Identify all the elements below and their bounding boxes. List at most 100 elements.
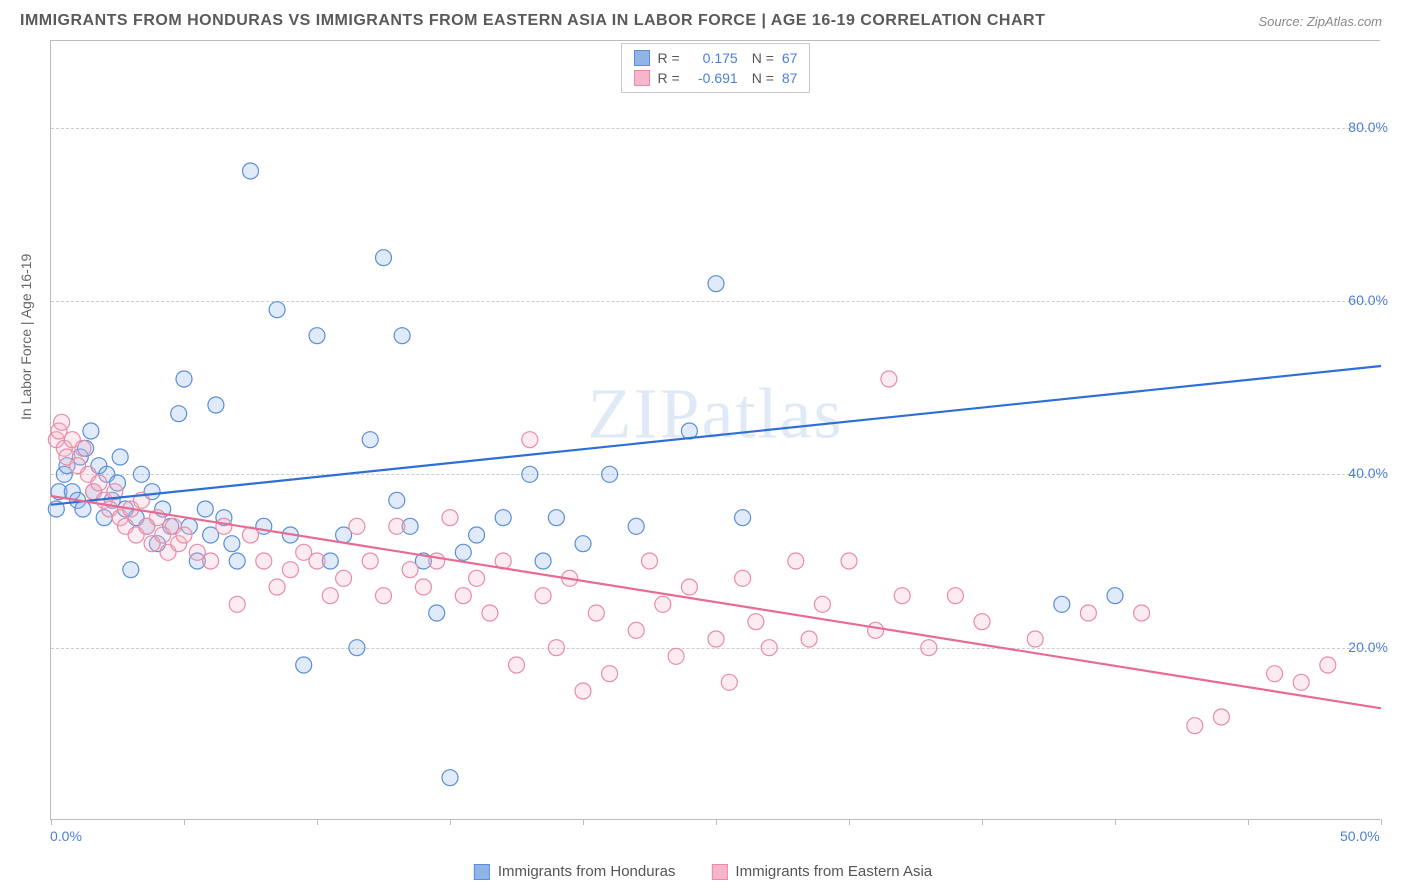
data-point xyxy=(309,328,325,344)
data-point xyxy=(256,553,272,569)
data-point xyxy=(841,553,857,569)
data-point xyxy=(176,527,192,543)
data-point xyxy=(1027,631,1043,647)
data-point xyxy=(708,276,724,292)
data-point xyxy=(1134,605,1150,621)
data-point xyxy=(548,510,564,526)
y-tick-label: 60.0% xyxy=(1348,292,1388,308)
data-point xyxy=(1267,666,1283,682)
data-point xyxy=(721,674,737,690)
data-point xyxy=(801,631,817,647)
data-point xyxy=(535,553,551,569)
swatch-icon xyxy=(474,864,490,880)
x-tick xyxy=(982,819,983,825)
data-point xyxy=(442,770,458,786)
chart-title: IMMIGRANTS FROM HONDURAS VS IMMIGRANTS F… xyxy=(20,12,1045,30)
data-point xyxy=(482,605,498,621)
data-point xyxy=(133,466,149,482)
data-point xyxy=(469,570,485,586)
data-point xyxy=(681,579,697,595)
data-point xyxy=(1054,596,1070,612)
swatch-icon xyxy=(634,50,650,66)
data-point xyxy=(588,605,604,621)
data-point xyxy=(349,640,365,656)
data-point xyxy=(814,596,830,612)
data-point xyxy=(322,588,338,604)
data-point xyxy=(735,510,751,526)
swatch-icon xyxy=(711,864,727,880)
r-value: -0.691 xyxy=(688,68,738,88)
data-point xyxy=(522,466,538,482)
trend-line xyxy=(51,496,1381,708)
data-point xyxy=(748,614,764,630)
data-point xyxy=(1293,674,1309,690)
data-point xyxy=(455,544,471,560)
x-tick xyxy=(1248,819,1249,825)
data-point xyxy=(575,683,591,699)
x-tick xyxy=(583,819,584,825)
data-point xyxy=(628,518,644,534)
data-point xyxy=(735,570,751,586)
data-point xyxy=(402,562,418,578)
y-axis-label: In Labor Force | Age 16-19 xyxy=(18,254,34,420)
source-label: Source: ZipAtlas.com xyxy=(1258,14,1382,29)
data-point xyxy=(455,588,471,604)
data-point xyxy=(1213,709,1229,725)
data-point xyxy=(54,414,70,430)
trend-line xyxy=(51,366,1381,505)
x-tick xyxy=(450,819,451,825)
data-point xyxy=(203,553,219,569)
data-point xyxy=(1107,588,1123,604)
data-point xyxy=(224,536,240,552)
r-value: 0.175 xyxy=(688,48,738,68)
series-legend: Immigrants from Honduras Immigrants from… xyxy=(474,863,932,880)
data-point xyxy=(509,657,525,673)
data-point xyxy=(362,432,378,448)
data-point xyxy=(229,553,245,569)
data-point xyxy=(112,449,128,465)
data-point xyxy=(628,622,644,638)
x-tick-label: 50.0% xyxy=(1340,828,1380,844)
data-point xyxy=(642,553,658,569)
data-point xyxy=(309,553,325,569)
data-point xyxy=(921,640,937,656)
data-point xyxy=(761,640,777,656)
data-point xyxy=(788,553,804,569)
data-point xyxy=(868,622,884,638)
r-label: R = xyxy=(658,68,680,88)
y-tick-label: 80.0% xyxy=(1348,119,1388,135)
data-point xyxy=(602,466,618,482)
data-point xyxy=(522,432,538,448)
legend-row-honduras: R = 0.175 N = 67 xyxy=(634,48,798,68)
data-point xyxy=(75,440,91,456)
data-point xyxy=(269,302,285,318)
x-tick xyxy=(317,819,318,825)
data-point xyxy=(269,579,285,595)
data-point xyxy=(176,371,192,387)
data-point xyxy=(894,588,910,604)
data-point xyxy=(415,579,431,595)
data-point xyxy=(83,423,99,439)
correlation-legend: R = 0.175 N = 67 R = -0.691 N = 87 xyxy=(621,43,811,93)
data-point xyxy=(429,553,445,569)
data-point xyxy=(336,570,352,586)
data-point xyxy=(216,518,232,534)
data-point xyxy=(376,588,392,604)
data-point xyxy=(229,596,245,612)
legend-item-honduras: Immigrants from Honduras xyxy=(474,863,676,880)
legend-label: Immigrants from Eastern Asia xyxy=(735,863,932,880)
n-label: N = xyxy=(752,48,774,68)
r-label: R = xyxy=(658,48,680,68)
plot-area: ZIPatlas R = 0.175 N = 67 R = -0.691 N =… xyxy=(50,40,1380,820)
data-point xyxy=(495,510,511,526)
data-point xyxy=(442,510,458,526)
data-point xyxy=(208,397,224,413)
x-tick-label: 0.0% xyxy=(50,828,82,844)
data-point xyxy=(548,640,564,656)
data-point xyxy=(296,657,312,673)
data-point xyxy=(469,527,485,543)
data-point xyxy=(75,501,91,517)
data-point xyxy=(602,666,618,682)
y-tick-label: 40.0% xyxy=(1348,465,1388,481)
scatter-plot xyxy=(51,41,1380,819)
